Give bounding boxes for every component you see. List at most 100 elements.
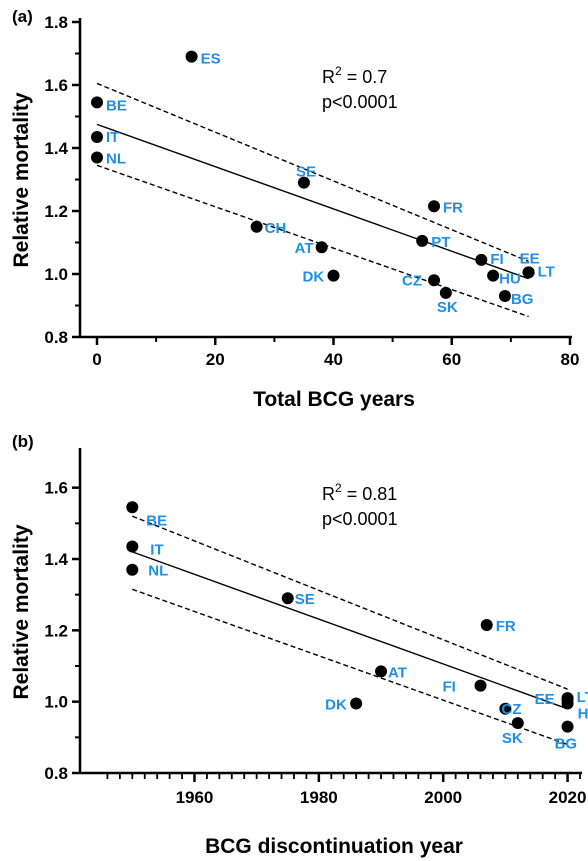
r-squared-prefix: R — [322, 484, 335, 504]
data-point — [91, 130, 103, 143]
data-point — [185, 50, 198, 63]
point-label: DK — [325, 696, 347, 713]
y-tick-label: 1.8 — [44, 13, 68, 32]
panel-label: (a) — [12, 7, 33, 26]
data-point — [126, 501, 139, 514]
panel-label: (b) — [12, 432, 34, 451]
data-point — [416, 234, 429, 247]
point-label: IT — [106, 129, 119, 146]
point-label: CZ — [501, 701, 521, 718]
x-axis-title: Total BCG years — [253, 388, 415, 411]
point-label: HU — [499, 271, 521, 288]
point-label: AT — [295, 240, 314, 257]
point-label: FR — [443, 199, 463, 216]
point-label: SK — [502, 730, 523, 747]
data-point — [480, 618, 493, 631]
x-axis-title: BCG discontinuation year — [205, 835, 463, 858]
point-label: FR — [496, 618, 516, 635]
y-tick-label: 1.4 — [44, 550, 68, 569]
point-label: BE — [106, 97, 127, 114]
data-point — [126, 563, 139, 576]
point-label: EE — [535, 691, 555, 708]
ci-lower-line — [132, 588, 568, 746]
data-point — [375, 665, 388, 678]
data-point — [91, 96, 103, 109]
point-label: SK — [437, 299, 458, 316]
x-tick-label: 80 — [561, 350, 580, 369]
data-point — [498, 290, 511, 303]
x-tick-label: 40 — [324, 350, 343, 369]
y-tick-label: 1.6 — [44, 76, 68, 95]
point-label: BG — [555, 736, 578, 753]
data-point — [474, 679, 487, 692]
y-tick-label: 1.4 — [44, 139, 68, 158]
y-axis-title: Relative mortality — [10, 92, 33, 267]
p-value-annotation: p<0.0001 — [322, 509, 398, 529]
y-tick-label: 0.8 — [44, 328, 68, 347]
point-label: BG — [511, 291, 534, 308]
point-label: FI — [443, 679, 456, 696]
point-label: NL — [106, 150, 126, 167]
data-point — [561, 697, 574, 710]
ci-upper-line — [132, 515, 568, 690]
point-label: NL — [148, 563, 168, 580]
point-label: HU — [578, 705, 588, 722]
data-point — [250, 220, 263, 233]
data-point — [350, 697, 363, 710]
point-label: ES — [201, 51, 221, 68]
panel-b-chart: (b) 0.8 1.0 1.2 1.4 1.6 1960 1980 2000 2020 Relati… — [10, 432, 588, 858]
data-point — [487, 269, 500, 282]
p-value-annotation: p<0.0001 — [322, 92, 398, 112]
point-label: DK — [303, 269, 325, 286]
x-tick-label: 2000 — [424, 788, 462, 807]
r-squared-superscript: 2 — [335, 481, 342, 495]
data-point — [428, 274, 441, 287]
point-label: PT — [431, 234, 450, 251]
point-label: LT — [577, 689, 588, 706]
r-squared-annotation: R2 = 0.81 — [322, 481, 397, 504]
data-point — [297, 176, 310, 189]
r-squared-annotation: R2 = 0.7 — [322, 64, 387, 87]
data-point — [428, 200, 441, 213]
r-squared-superscript: 2 — [335, 64, 342, 78]
point-label: CH — [265, 220, 287, 237]
point-label: LT — [538, 263, 555, 280]
r-squared-prefix: R — [322, 67, 335, 87]
point-label: BE — [146, 512, 167, 529]
regression-line — [96, 123, 529, 280]
data-point — [511, 717, 524, 730]
data-point — [522, 266, 535, 279]
y-tick-label: 1.6 — [44, 479, 68, 498]
r-squared-value: = 0.81 — [342, 484, 398, 504]
data-point — [315, 241, 328, 254]
data-point — [499, 702, 512, 715]
x-tick-label: 20 — [206, 350, 225, 369]
x-tick-label: 1960 — [176, 788, 214, 807]
point-label: CZ — [402, 272, 422, 289]
x-tick-label: 60 — [442, 350, 461, 369]
data-point — [475, 253, 488, 266]
y-tick-label: 1.0 — [44, 265, 68, 284]
point-label: IT — [150, 542, 163, 559]
data-point — [439, 286, 452, 299]
data-point — [281, 592, 294, 605]
y-tick-label: 1.2 — [44, 621, 68, 640]
data-point — [561, 720, 574, 733]
point-label: AT — [388, 664, 407, 681]
x-tick-label: 0 — [92, 350, 101, 369]
x-tick-label: 1980 — [300, 788, 338, 807]
y-tick-label: 1.2 — [44, 202, 68, 221]
ci-upper-line — [96, 82, 529, 263]
point-label: SE — [295, 591, 315, 608]
data-point — [327, 269, 340, 282]
data-point — [91, 151, 103, 164]
regression-line — [132, 551, 568, 710]
y-axis-title: Relative mortality — [10, 524, 33, 699]
point-label: FI — [490, 251, 503, 268]
point-label: SE — [296, 164, 316, 181]
x-tick-label: 2020 — [549, 788, 587, 807]
panel-a-chart: (a) 0.8 1.0 1.2 1.4 1.6 1.8 0 20 40 60 80 Relative m… — [10, 7, 579, 411]
r-squared-value: = 0.7 — [342, 67, 388, 87]
y-tick-label: 1.0 — [44, 693, 68, 712]
